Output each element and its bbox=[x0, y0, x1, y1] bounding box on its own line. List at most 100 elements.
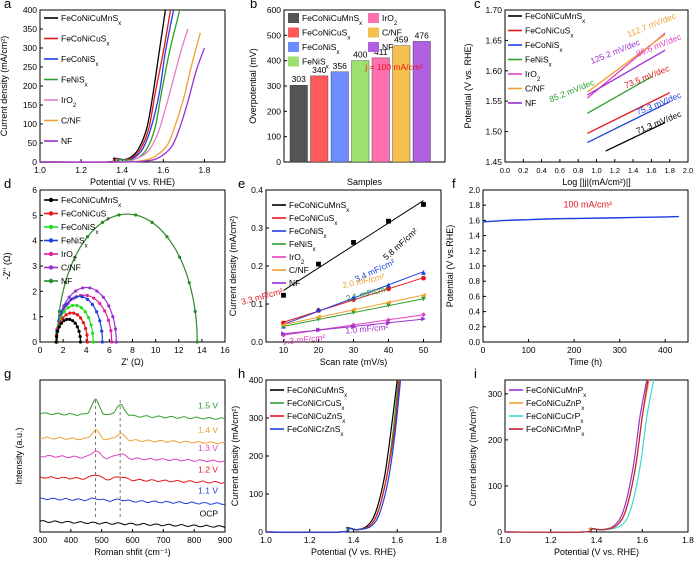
y-axis-label-i: Current density (mA/cm²) bbox=[468, 406, 478, 507]
legend-label-c: NF bbox=[525, 98, 536, 108]
data-point-e bbox=[281, 322, 286, 328]
y-tick-label-f: 1.8 bbox=[469, 201, 481, 210]
x-tick-label-c: 1.6 bbox=[646, 166, 656, 175]
legend-label-a: C/NF bbox=[61, 116, 81, 126]
legend-marker-d bbox=[48, 211, 54, 216]
legend-label-h: FeCoNiCrCuSx bbox=[287, 398, 344, 412]
data-point-d bbox=[64, 302, 68, 307]
series-line-d bbox=[56, 213, 198, 343]
bar-b bbox=[289, 85, 308, 163]
data-point-d bbox=[107, 304, 111, 308]
panel-label-g: g bbox=[4, 366, 11, 381]
legend-label-b: FeCoNiSx bbox=[302, 42, 340, 56]
bar-value-label-b: 459 bbox=[394, 35, 408, 45]
legend-label-d: FeCoNiCuSx bbox=[61, 209, 109, 223]
legend-label-b: IrO2 bbox=[382, 13, 398, 27]
y-tick-label-d: 0 bbox=[32, 337, 37, 347]
legend-marker-d bbox=[48, 197, 54, 203]
x-axis-label-h: Potential (V vs. RHE) bbox=[311, 547, 396, 557]
x-tick-label-d: 2 bbox=[61, 345, 66, 355]
legend-label-i: FeCoNiCrMnPx bbox=[526, 424, 584, 438]
data-point-e bbox=[421, 202, 426, 207]
x-tick-label-i: 1.2 bbox=[545, 535, 557, 545]
series-line-c bbox=[586, 33, 666, 93]
data-point-e bbox=[386, 286, 391, 292]
series-line-c bbox=[587, 49, 666, 96]
bar-b bbox=[330, 71, 349, 163]
y-tick-label-b: 500 bbox=[267, 30, 281, 40]
data-point-d bbox=[85, 340, 90, 344]
data-point-d bbox=[100, 329, 104, 333]
data-point-d bbox=[110, 340, 114, 344]
y-tick-label-d: 2 bbox=[32, 286, 37, 296]
series-line-c bbox=[587, 76, 652, 114]
legend-label-a: NF bbox=[61, 136, 72, 146]
legend-marker-d bbox=[48, 224, 54, 230]
x-tick-label-c: 0.8 bbox=[573, 166, 583, 175]
data-point-e bbox=[421, 312, 426, 318]
legend-marker-d bbox=[48, 265, 54, 270]
series-label-g: 1.4 V bbox=[198, 425, 218, 435]
data-point-e bbox=[386, 303, 391, 308]
legend-label-a: FeCoNiSx bbox=[61, 54, 99, 68]
legend-label-e: FeCoNiSx bbox=[289, 226, 327, 240]
y-tick-label-e: 0.4 bbox=[251, 185, 263, 195]
data-point-d bbox=[165, 235, 169, 239]
x-axis-label-b: Samples bbox=[347, 177, 383, 187]
series-line-c bbox=[587, 92, 670, 135]
y-tick-label-c: 1.60 bbox=[485, 66, 502, 76]
x-axis-label-a: Potential (V vs. RHE) bbox=[90, 177, 175, 187]
series-label-g: OCP bbox=[200, 508, 219, 518]
x-tick-label-c: 0.0 bbox=[500, 166, 510, 175]
data-point-d bbox=[85, 293, 89, 298]
data-point-d bbox=[79, 316, 83, 320]
panel-g: g 300 400 500 600 700 800 900 Roman shfit (cm⁻¹)… bbox=[4, 366, 232, 557]
x-tick-label-d: 4 bbox=[84, 345, 89, 355]
series-line-a bbox=[39, 9, 172, 163]
data-point-d bbox=[72, 311, 76, 315]
legend-label-c: FeCoNiCuMnSx bbox=[525, 11, 585, 25]
legend-label-a: FeNiSx bbox=[61, 75, 88, 89]
x-tick-label-f: 200 bbox=[567, 345, 581, 355]
x-tick-label-h: 1.2 bbox=[304, 535, 316, 545]
x-tick-label-f: 300 bbox=[613, 345, 627, 355]
x-tick-label-a: 1.8 bbox=[199, 165, 211, 175]
data-point-d bbox=[62, 319, 66, 323]
series-line-a bbox=[39, 9, 175, 163]
x-tick-label-a: 1.2 bbox=[75, 165, 87, 175]
y-axis-label-h: Current density (mA/cm²) bbox=[230, 406, 240, 507]
series-label-g: 1.5 V bbox=[198, 400, 218, 410]
x-tick-label-d: 16 bbox=[220, 345, 230, 355]
legend-swatch-b bbox=[288, 27, 299, 38]
legend-label-b: FeCoNiCuSx bbox=[302, 28, 350, 42]
series-line-d bbox=[55, 294, 113, 343]
y-axis-label-b: Overpotential (mV) bbox=[248, 48, 258, 124]
legend-label-e: FeCoNiCuMnSx bbox=[289, 200, 349, 214]
series-line-g bbox=[39, 450, 226, 463]
y-tick-label-f: 0.4 bbox=[469, 308, 481, 317]
y-tick-label-d: 1 bbox=[32, 312, 37, 322]
legend-label-c: FeNiSx bbox=[525, 55, 552, 69]
data-point-e bbox=[281, 331, 286, 337]
x-tick-label-d: 0 bbox=[38, 345, 43, 355]
x-tick-label-g: 400 bbox=[64, 535, 78, 545]
series-line-g bbox=[39, 497, 226, 506]
annotation-f: 100 mA/cm² bbox=[564, 199, 613, 209]
data-point-d bbox=[103, 309, 107, 313]
data-point-e bbox=[316, 307, 321, 313]
legend-label-h: FeCoNiCuMnSx bbox=[287, 385, 347, 399]
data-point-d bbox=[75, 303, 79, 308]
data-point-d bbox=[74, 295, 79, 299]
data-point-d bbox=[91, 331, 95, 335]
y-tick-label-c: 1.45 bbox=[485, 157, 502, 167]
legend-swatch-b bbox=[368, 27, 379, 38]
data-point-d bbox=[90, 302, 95, 307]
y-tick-label-h: 300 bbox=[249, 413, 263, 423]
y-tick-label-d: 6 bbox=[32, 185, 37, 195]
data-point-d bbox=[77, 329, 81, 334]
x-tick-label-f: 0 bbox=[481, 345, 486, 355]
x-tick-label-a: 1.6 bbox=[157, 165, 169, 175]
plot-frame-f bbox=[482, 189, 689, 343]
data-point-d bbox=[70, 303, 75, 308]
